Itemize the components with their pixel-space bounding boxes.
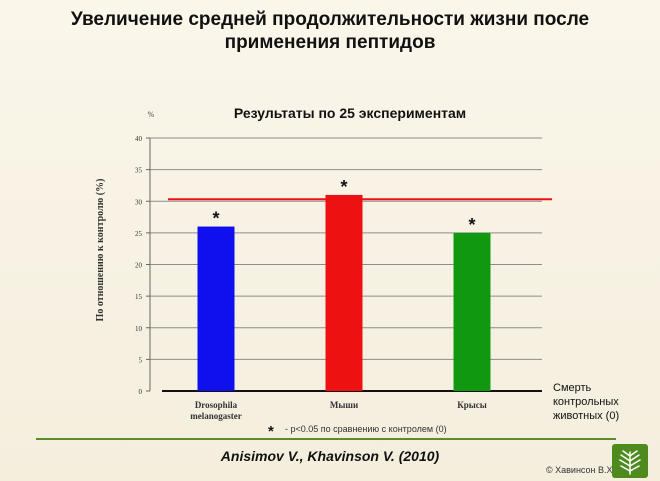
y-tick-label: 40	[135, 135, 143, 143]
significance-mark: *	[212, 209, 219, 229]
y-axis-label: По отношению к контролю (%)	[95, 179, 106, 322]
y-axis-unit: %	[148, 110, 155, 119]
x-tick-label: Мыши	[330, 400, 358, 410]
leaf-logo-icon	[612, 444, 648, 478]
y-tick-label: 10	[135, 325, 143, 333]
y-tick-label: 35	[135, 167, 143, 175]
footnote-symbol: *	[268, 423, 274, 440]
significance-mark: *	[340, 177, 347, 197]
slide-title-line-2: применения пептидов	[224, 32, 436, 53]
baseline-label-line: контрольных	[553, 396, 619, 408]
significance-mark: *	[468, 215, 475, 235]
y-tick-label: 0	[139, 388, 143, 396]
y-tick-label: 25	[135, 230, 143, 238]
x-tick-label: Drosophila	[195, 400, 238, 410]
copyright: © Хавинсон В.Х.	[546, 465, 616, 475]
y-tick-label: 5	[139, 356, 143, 364]
bar	[197, 226, 235, 391]
bars	[197, 194, 491, 391]
footer-divider	[36, 438, 616, 440]
significance-marks: * * *	[212, 177, 475, 235]
slide-title-line-1: Увеличение средней продолжительности жиз…	[70, 9, 590, 30]
x-tick-label: Крысы	[457, 400, 487, 410]
baseline-label: Смерть контрольных животных (0)	[553, 382, 619, 422]
slide-title: Увеличение средней продолжительности жиз…	[30, 8, 630, 54]
y-tick-label: 15	[135, 293, 143, 301]
baseline-label-line: Смерть	[553, 382, 592, 394]
y-tick-label: 30	[135, 198, 143, 206]
bar	[453, 232, 491, 391]
y-tick-label: 20	[135, 262, 143, 270]
baseline-label-line: животных (0)	[553, 410, 619, 422]
bar-chart: Результаты по 25 экспериментам % По отно…	[95, 105, 619, 440]
bar	[325, 194, 363, 391]
chart-title: Результаты по 25 экспериментам	[234, 105, 466, 121]
footnote-text: - p<0.05 по сравнению с контролем (0)	[285, 424, 447, 434]
x-tick-label: melanogaster	[190, 411, 242, 421]
citation: Anisimov V., Khavinson V. (2010)	[220, 448, 440, 464]
footnote: * - p<0.05 по сравнению с контролем (0)	[268, 423, 447, 440]
